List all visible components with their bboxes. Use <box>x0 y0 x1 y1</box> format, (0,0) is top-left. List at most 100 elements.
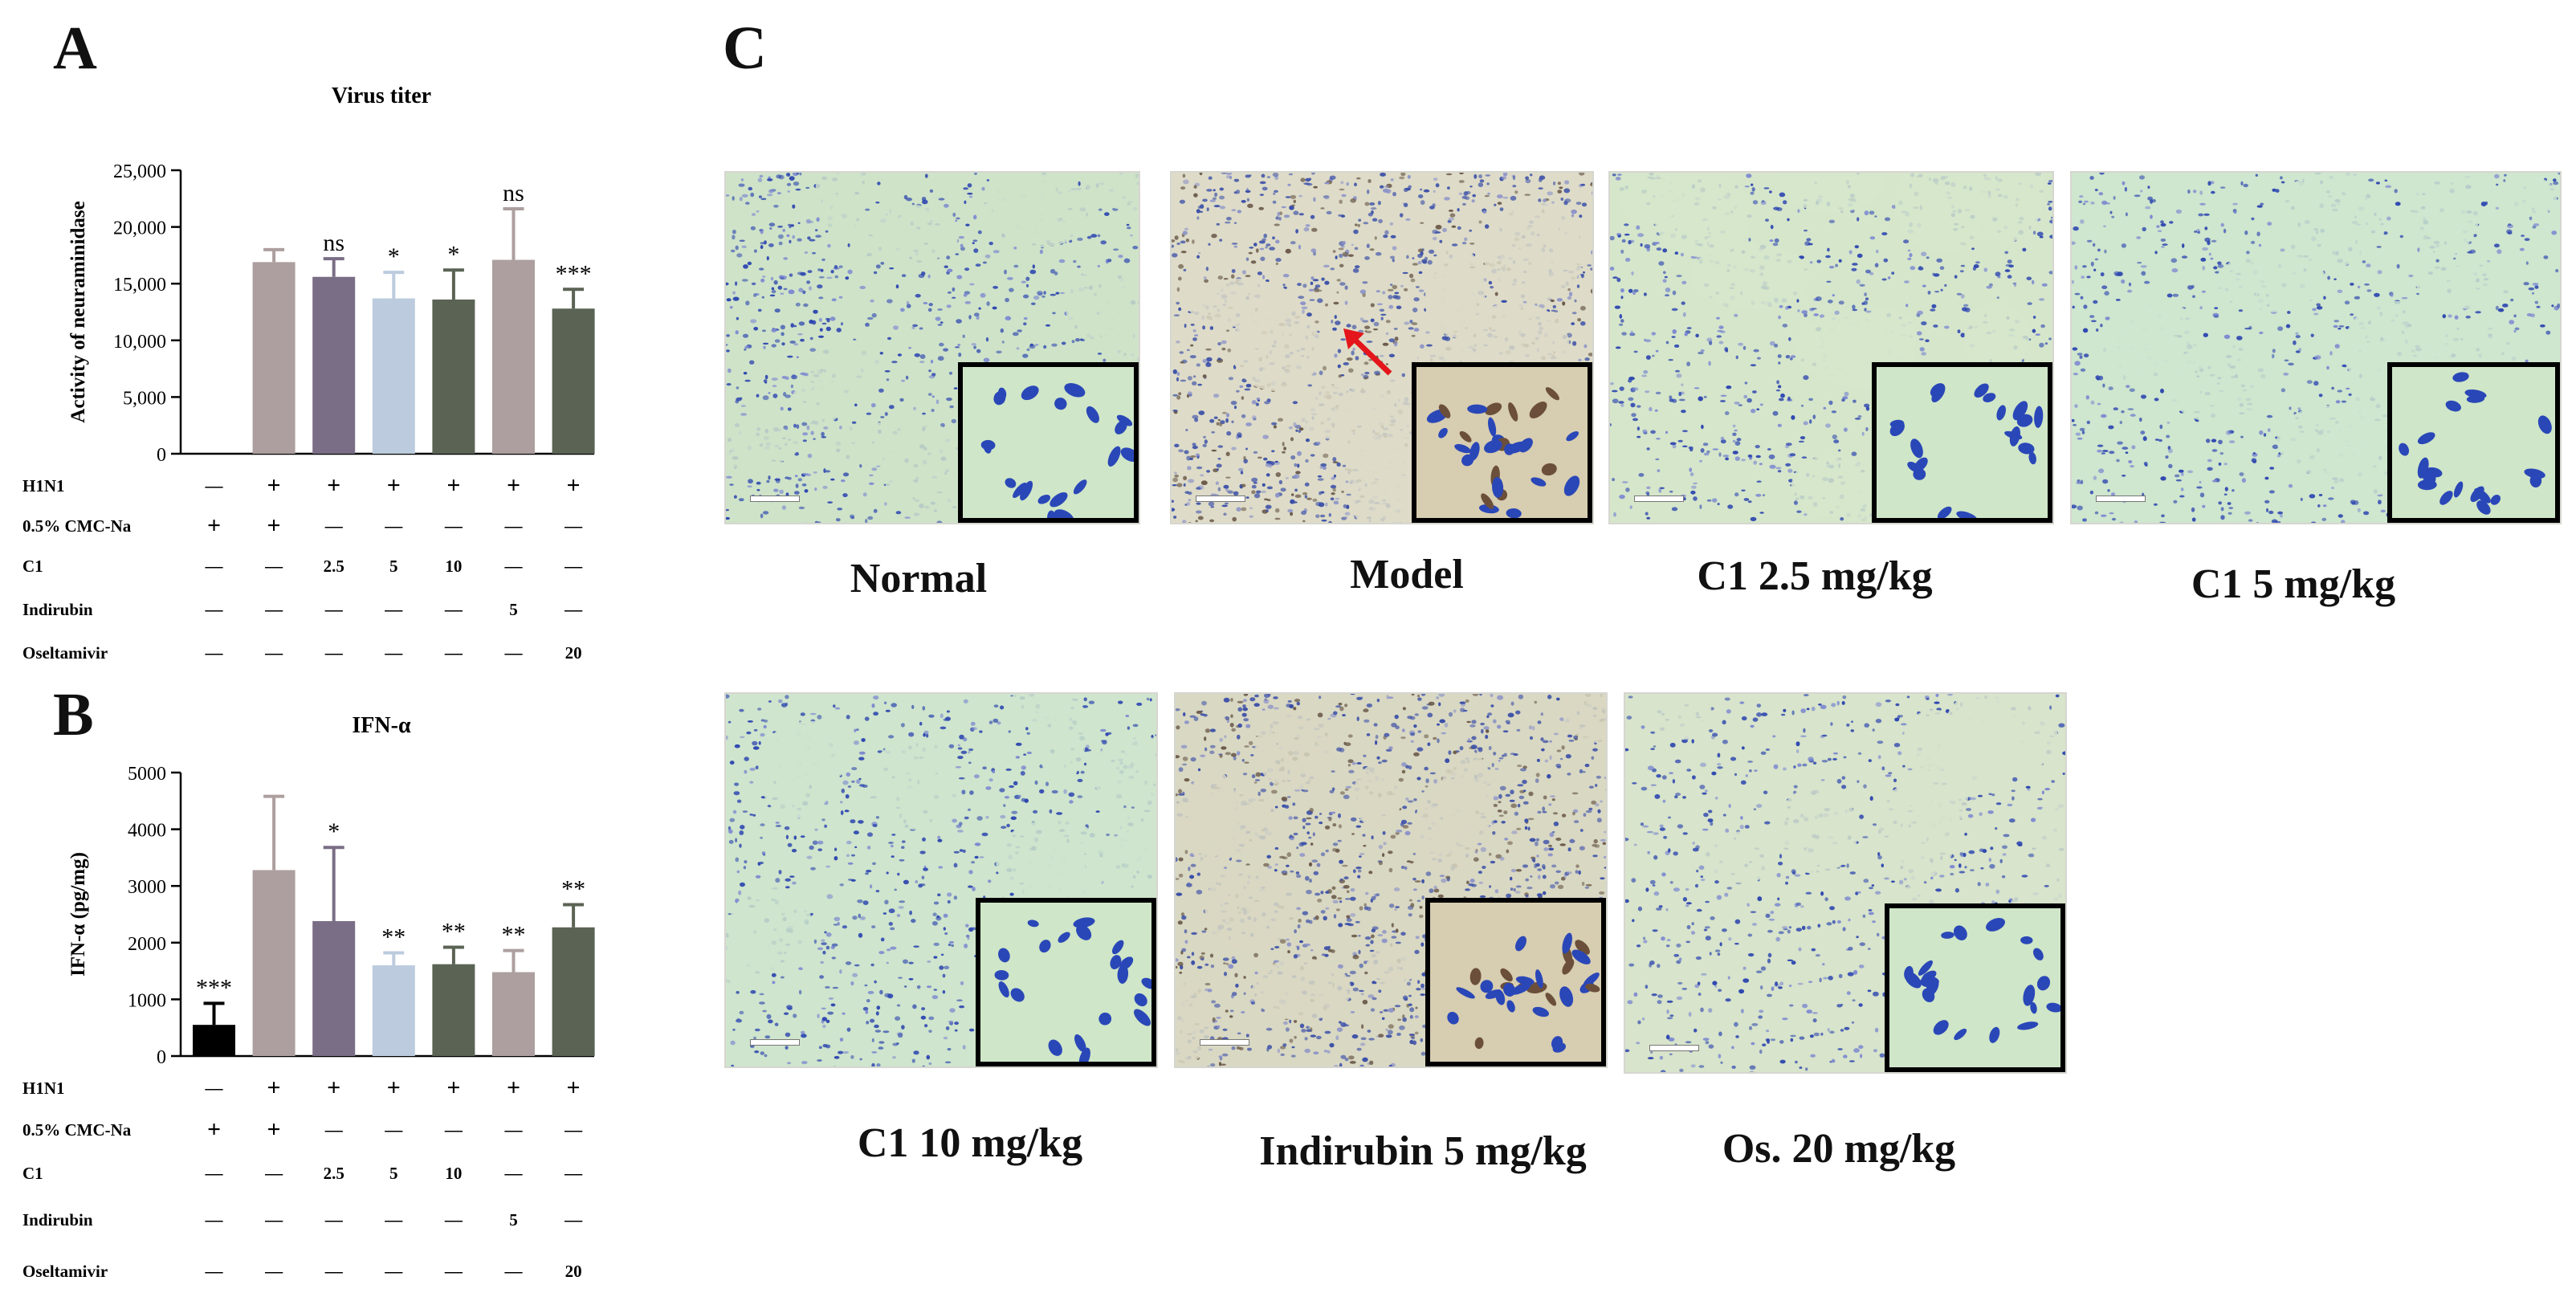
group-cell: 10 <box>445 1164 462 1183</box>
micrograph <box>724 171 1140 524</box>
group-cell: + <box>207 512 221 539</box>
group-cell: — <box>444 642 463 663</box>
significance-label: ** <box>502 922 526 948</box>
group-cell: — <box>264 1209 283 1230</box>
bar <box>552 927 595 1056</box>
group-row-label: 0.5% CMC-Na <box>22 516 132 536</box>
group-row-label: Indirubin <box>22 1210 93 1230</box>
chart-B: IFN-α IFN-α (pg/mg) 0 1000 2000 3000 4000 5000 *… <box>22 713 595 1281</box>
inset-cells <box>980 383 1134 518</box>
bar <box>312 276 356 454</box>
group-row-label: H1N1 <box>22 1079 65 1098</box>
magnified-inset <box>1872 362 2052 523</box>
inset-cells <box>1426 387 1580 518</box>
group-cell: — <box>264 642 283 663</box>
magnified-inset <box>958 362 1139 523</box>
scale-bar <box>1200 1039 1249 1046</box>
y-tick-label: 0 <box>157 1047 166 1068</box>
group-cell: — <box>264 1261 283 1281</box>
significance-label: * <box>328 818 340 845</box>
panel-letter-c: C <box>723 14 767 82</box>
bar <box>492 259 535 454</box>
significance-label: *** <box>196 974 232 1001</box>
magnified-inset <box>976 898 1156 1066</box>
group-cell: — <box>205 1261 224 1281</box>
group-cell: — <box>324 1119 344 1140</box>
group-cell: 5 <box>389 557 398 576</box>
group-cell: + <box>446 472 460 499</box>
group-row-label: C1 <box>22 1164 43 1183</box>
group-cell: — <box>564 1209 583 1230</box>
group-cell: — <box>205 1078 224 1098</box>
bar <box>372 298 415 454</box>
bar <box>432 964 475 1056</box>
group-row-label: C1 <box>22 557 43 576</box>
micrograph-label: C1 10 mg/kg <box>857 1120 1083 1166</box>
group-cell: — <box>324 642 344 663</box>
group-cell: — <box>444 599 463 619</box>
inset-cells <box>994 917 1151 1062</box>
y-tick-label: 5,000 <box>123 388 166 409</box>
bar <box>193 1025 235 1056</box>
group-cell: — <box>504 642 524 663</box>
y-tick-label: 15,000 <box>113 275 166 296</box>
micrograph-label: Model <box>1350 552 1464 597</box>
bar <box>432 299 475 454</box>
micrograph <box>724 692 1158 1068</box>
group-cell: — <box>205 475 224 495</box>
group-cell: + <box>207 1116 221 1143</box>
bar <box>312 920 356 1056</box>
group-cell: + <box>567 1075 581 1101</box>
group-cell: — <box>384 516 403 536</box>
group-cell: + <box>267 472 281 499</box>
group-cell: — <box>504 516 524 536</box>
y-tick-label: 5000 <box>128 764 166 785</box>
group-cell: 5 <box>389 1164 398 1183</box>
group-cell: — <box>324 599 344 619</box>
chart-A: Virus titer Activity of neuraminidase 0 5,0… <box>22 84 595 663</box>
panel-letter-b: B <box>53 681 94 748</box>
group-cell: — <box>504 1119 524 1140</box>
group-cell: — <box>384 599 403 619</box>
inset-cells <box>1889 383 2044 518</box>
y-tick-label: 1000 <box>128 990 166 1011</box>
group-cell: — <box>384 642 403 663</box>
y-axis-label: Activity of neuraminidase <box>67 201 89 422</box>
y-tick-label: 10,000 <box>113 332 166 353</box>
significance-label: ** <box>561 875 585 902</box>
bar <box>492 972 535 1056</box>
group-cell: + <box>387 472 401 499</box>
group-cell: — <box>264 599 283 619</box>
group-cell: + <box>267 1075 281 1101</box>
group-cell: — <box>324 516 344 536</box>
group-cell: — <box>564 599 583 619</box>
bar <box>552 308 595 454</box>
bar <box>372 965 415 1056</box>
micrograph-label: C1 5 mg/kg <box>2191 561 2396 607</box>
group-row-label: Indirubin <box>22 600 93 619</box>
micrograph-label: C1 2.5 mg/kg <box>1697 553 1933 599</box>
significance-label: ** <box>442 918 466 944</box>
group-cell: — <box>205 599 224 619</box>
inset-cells <box>1904 917 2060 1043</box>
group-cell: — <box>205 1163 224 1183</box>
group-cell: 20 <box>565 1262 582 1281</box>
group-cell: — <box>264 556 283 576</box>
group-cell: + <box>267 512 281 539</box>
group-cell: — <box>384 1261 403 1281</box>
inset-cells <box>2399 372 2552 515</box>
micrograph <box>1624 692 2067 1074</box>
y-tick-label: 20,000 <box>113 218 166 239</box>
group-cell: 5 <box>509 600 518 619</box>
y-tick-label: 0 <box>157 445 166 466</box>
group-row-label: Oseltamivir <box>22 1262 108 1281</box>
group-cell: — <box>564 556 583 576</box>
group-cell: — <box>444 1119 463 1140</box>
micrograph-label: Normal <box>850 556 988 602</box>
group-row-label: 0.5% CMC-Na <box>22 1120 132 1140</box>
significance-label: *** <box>556 260 592 287</box>
group-cell: 2.5 <box>324 1164 344 1183</box>
group-row-label: Oseltamivir <box>22 643 108 663</box>
group-cell: — <box>205 642 224 663</box>
significance-label: ns <box>503 180 524 206</box>
